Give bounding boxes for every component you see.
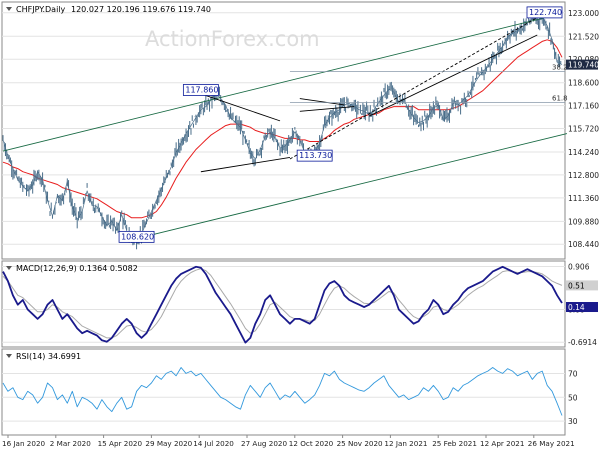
x-tick-label: 25 Nov 2020 [337, 439, 383, 448]
flag-lower-line [299, 106, 355, 112]
price-tick-label: 121.520 [568, 32, 599, 41]
price-tick-label: 109.880 [568, 217, 599, 226]
price-tick-label: 108.440 [568, 240, 599, 249]
chart-title: CHFJPY.Daily [16, 5, 66, 14]
x-tick-label: 16 Jan 2020 [2, 439, 46, 448]
x-tick-label: 12 Oct 2020 [289, 439, 334, 448]
price-annotation: 117.860 [185, 85, 218, 94]
macd-series [2, 265, 563, 344]
x-tick-label: 12 Jan 2021 [384, 439, 427, 448]
macd-grid [2, 266, 565, 343]
ohlc-readout: 120.027 120.196 119.676 119.740 [71, 5, 211, 14]
x-axis: 16 Jan 2020 2 Mar 2020 15 Apr 2020 29 May 2… [2, 435, 575, 448]
macd-signal-line [2, 268, 563, 339]
macd-tick-label: -0.6914 [568, 338, 597, 347]
rsi-title: RSI(14) 34.6991 [16, 352, 81, 361]
price-tick-label: 115.720 [568, 125, 599, 134]
rsi-tick-label: 30 [568, 417, 578, 426]
rsi-tick-label: 70 [568, 369, 578, 378]
price-annotation: 122.740 [529, 8, 562, 17]
rsi-series [2, 367, 563, 416]
x-tick-label: 12 Apr 2021 [480, 439, 524, 448]
lower-channel-line [136, 133, 568, 239]
price-tick-label: 114.240 [568, 148, 599, 157]
x-tick-label: 26 May 2021 [528, 439, 575, 448]
triangle-upper-line [200, 93, 281, 122]
rsi-y-axis: 70 50 30 [568, 369, 578, 426]
macd-title: MACD(12,26,9) 0.1364 0.5082 [16, 264, 138, 273]
x-tick-label: 29 May 2020 [145, 439, 192, 448]
macd-signal-value: 0.51 [568, 281, 585, 290]
macd-signal-value-bg [566, 280, 598, 291]
current-price-label-bg [566, 59, 598, 70]
price-tick-label: 112.800 [568, 171, 599, 180]
price-grid [2, 12, 565, 245]
price-annotations: 122.740 117.860 113.730 108.620 [118, 6, 563, 243]
price-panel [1, 1, 566, 260]
rsi-grid [2, 372, 565, 422]
moving-average [2, 39, 563, 219]
moving-average-line [2, 39, 563, 219]
x-tick-label: 25 Feb 2021 [432, 439, 477, 448]
fib-level-label: 61.8 [552, 95, 568, 103]
dashed-support-line [289, 17, 538, 160]
x-tick-label: 15 Apr 2020 [98, 439, 143, 448]
flag-upper-line [299, 98, 345, 106]
watermark: ActionForex.com [145, 27, 320, 51]
macd-value-bg [566, 302, 598, 313]
x-tick-label: 27 Aug 2020 [241, 439, 287, 448]
rsi-panel [1, 348, 566, 436]
price-annotation: 113.730 [299, 151, 332, 160]
collapse-triangle-icon[interactable] [6, 7, 12, 11]
macd-panel [1, 260, 566, 348]
upper-channel-line [2, 15, 553, 152]
macd-value: 0.14 [568, 303, 585, 312]
price-tick-label: 117.160 [568, 102, 599, 111]
collapse-triangle-icon[interactable] [6, 266, 12, 270]
fib-level-label: 38.2 [552, 64, 568, 72]
macd-tick-label: 0.906 [568, 263, 590, 272]
price-annotation: 108.620 [121, 232, 154, 241]
price-annotation-box [526, 6, 563, 19]
price-tick-label: 111.360 [568, 194, 599, 203]
collapse-triangle-icon[interactable] [6, 354, 12, 358]
x-tick-label: 14 Jul 2020 [193, 439, 234, 448]
price-annotation-box [118, 230, 155, 243]
price-close-line [2, 17, 563, 243]
price-tick-label: 118.600 [568, 79, 599, 88]
price-annotation-box [182, 84, 219, 96]
price-y-axis: 123.000121.520120.080118.600117.160115.7… [566, 9, 599, 249]
x-tick-label: 2 Mar 2020 [50, 439, 91, 448]
triangle-lower-line [200, 156, 290, 173]
price-tick-label: 123.000 [568, 9, 599, 18]
rsi-line [2, 367, 563, 416]
macd-line [2, 265, 563, 344]
price-annotation-box [296, 149, 333, 162]
rsi-tick-label: 50 [568, 393, 578, 402]
fib-levels: 38.2 61.8 [289, 64, 568, 103]
current-price-label: 119.740 [568, 61, 599, 70]
